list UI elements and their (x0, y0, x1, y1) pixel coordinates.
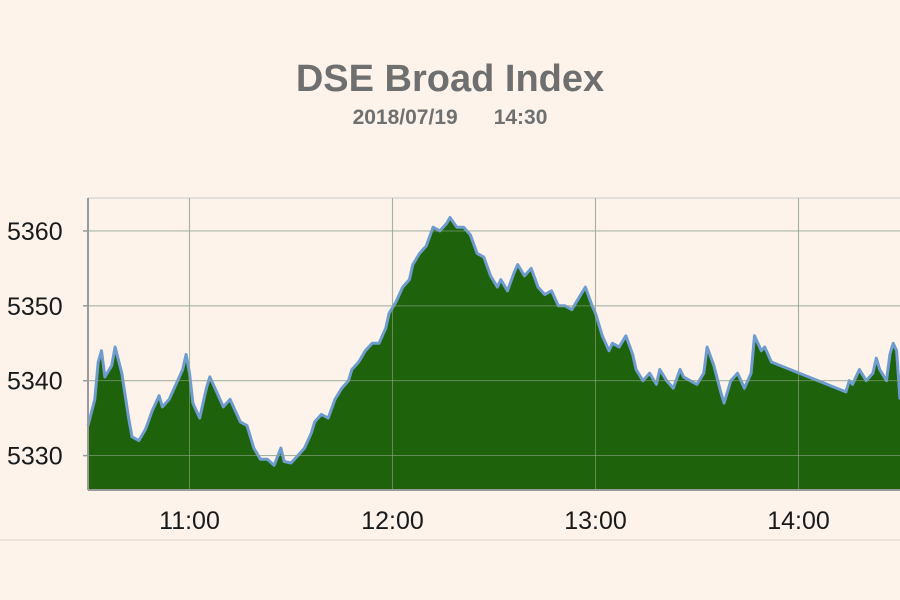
series-area-fill (88, 217, 900, 490)
y-tick-label-5340: 5340 (7, 368, 63, 396)
chart-subtitle: 2018/07/19 14:30 (0, 106, 900, 130)
axis-layer (0, 198, 900, 541)
x-tick-label-1200: 12:00 (361, 507, 424, 535)
y-tick-label-5330: 5330 (7, 443, 63, 471)
x-tick-label-1300: 13:00 (564, 507, 627, 535)
y-tick-label-5360: 5360 (7, 218, 63, 246)
tick-label-layer: 5330 5340 5350 5360 11:00 12:00 13:00 14:00 (7, 218, 830, 535)
subtitle-time: 14:30 (493, 106, 548, 129)
y-tick-label-5350: 5350 (7, 293, 63, 321)
chart-title: DSE Broad Index (295, 58, 605, 100)
subtitle-date: 2018/07/19 (352, 106, 458, 129)
x-tick-label-1100: 11:00 (159, 507, 220, 535)
x-tick-label-1400: 14:00 (767, 507, 830, 535)
